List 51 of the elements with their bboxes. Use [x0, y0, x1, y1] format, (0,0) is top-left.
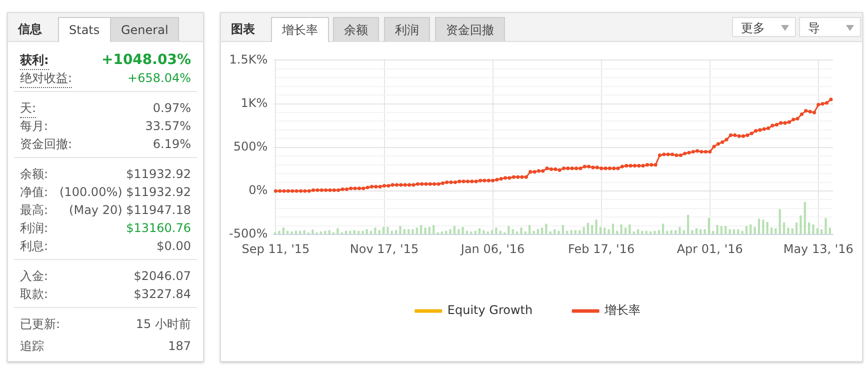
- text: 更多: [741, 21, 765, 35]
- text: (May 20) $11947.18: [69, 202, 191, 219]
- text: 利润:: [20, 220, 48, 237]
- text: 信息: [18, 21, 42, 38]
- text: 最高:: [20, 202, 48, 219]
- x-tick-label: Nov 17, '15: [350, 242, 419, 256]
- text: 增长率: [271, 17, 329, 42]
- text: 187: [168, 338, 191, 355]
- text: (100.00%) $11932.92: [60, 184, 191, 201]
- text: +658.04%: [128, 70, 191, 87]
- text: 资金回撤: [435, 17, 505, 41]
- text: General: [110, 17, 180, 41]
- x-tick-label: Feb 17, '16: [568, 242, 635, 256]
- text: 追踪: [20, 338, 44, 355]
- y-tick-label: -500%: [228, 226, 268, 241]
- text: 天:: [20, 99, 36, 118]
- text: $2046.07: [134, 268, 191, 285]
- text: 利润: [384, 17, 430, 41]
- text: $13160.76: [126, 220, 191, 237]
- text: 0.97%: [152, 100, 191, 117]
- text: 导: [808, 21, 820, 35]
- text: 每月:: [20, 118, 48, 135]
- legend-label: 增长率: [604, 303, 641, 318]
- text: 入金:: [20, 268, 48, 285]
- text: Stats: [58, 17, 111, 42]
- y-tick-label: 1.5K%: [229, 52, 268, 66]
- text: 已更新:: [20, 316, 60, 333]
- x-tick-label: May 13, '16: [783, 242, 854, 256]
- text: 6.19%: [152, 136, 191, 153]
- x-tick-label: Sep 11, '15: [242, 242, 310, 256]
- text: 绝对收益:: [20, 69, 72, 88]
- x-tick-label: Jan 06, '16: [460, 242, 525, 256]
- text: +1048.03%: [101, 51, 191, 69]
- text: 取款:: [20, 286, 48, 303]
- text: 净值:: [20, 184, 48, 201]
- x-tick-label: Apr 01, '16: [676, 242, 743, 256]
- text: 15 小时前: [136, 316, 191, 333]
- y-tick-label: 1K%: [240, 96, 268, 110]
- text: 余额: [333, 17, 379, 41]
- text: 33.57%: [145, 118, 191, 135]
- text: $0.00: [156, 238, 191, 255]
- y-tick-label: 500%: [233, 140, 268, 154]
- y-tick-label: 0%: [248, 183, 268, 198]
- text: $11932.92: [126, 166, 191, 183]
- text: 获利:: [20, 51, 49, 70]
- text: 资金回撤:: [20, 136, 72, 153]
- text: 余额:: [20, 166, 48, 183]
- chart-title: 图表: [231, 21, 255, 38]
- text: 利息:: [20, 238, 48, 255]
- text: $3227.84: [134, 286, 191, 303]
- legend-label: Equity Growth: [447, 303, 533, 318]
